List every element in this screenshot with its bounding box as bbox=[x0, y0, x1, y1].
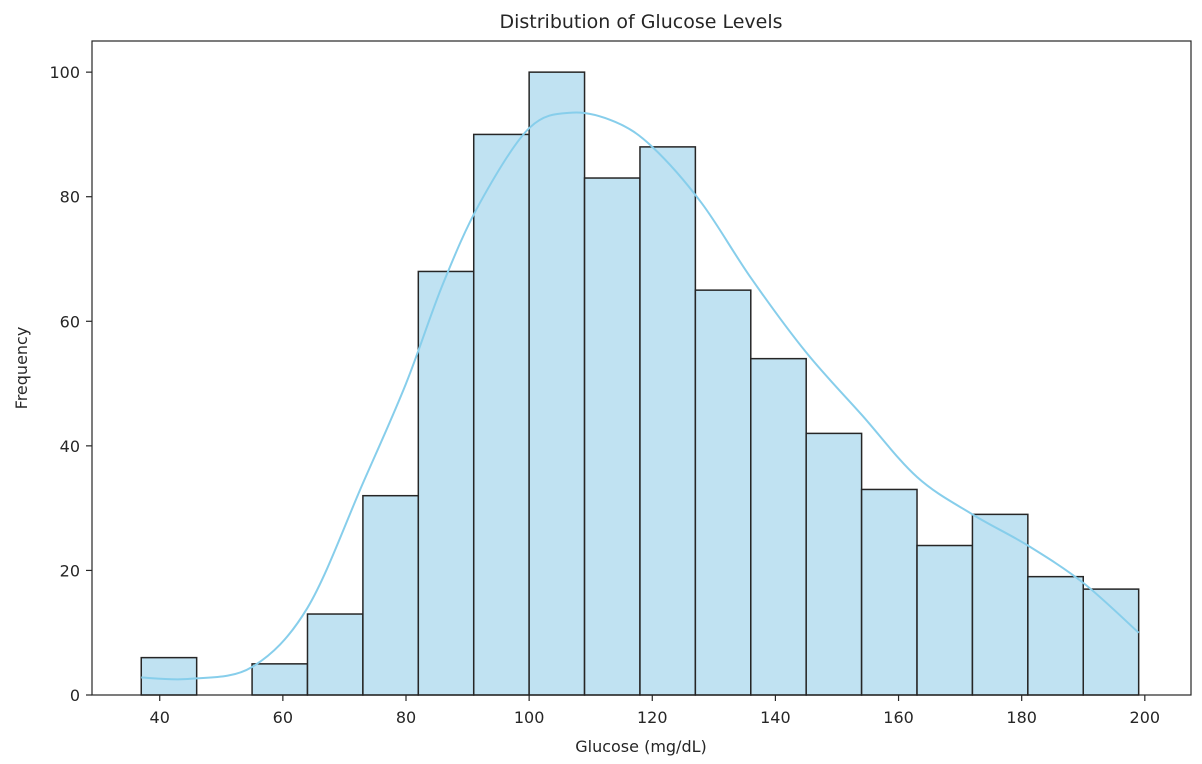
x-tick-label: 120 bbox=[637, 708, 668, 727]
histogram-bar bbox=[583, 177, 641, 696]
y-tick-label: 60 bbox=[60, 312, 80, 331]
x-tick-label: 80 bbox=[396, 708, 416, 727]
x-axis-ticks: 40 60 80 100 120 140 160 180 200 bbox=[150, 695, 1161, 727]
x-tick-label: 140 bbox=[760, 708, 791, 727]
x-axis-label: Glucose (mg/dL) bbox=[575, 737, 707, 756]
x-tick-label: 60 bbox=[273, 708, 293, 727]
histogram-bar bbox=[140, 656, 198, 696]
histogram-bar bbox=[251, 663, 309, 696]
x-tick-label: 200 bbox=[1130, 708, 1161, 727]
histogram-bar bbox=[306, 613, 364, 696]
histogram-bar bbox=[750, 357, 807, 696]
histogram-bar bbox=[417, 270, 475, 696]
histogram-bar bbox=[860, 488, 918, 696]
y-tick-label: 20 bbox=[60, 561, 80, 580]
y-axis-label: Frequency bbox=[12, 327, 31, 410]
histogram-bar bbox=[916, 544, 974, 696]
histogram-bar bbox=[694, 289, 752, 696]
y-tick-label: 100 bbox=[49, 63, 80, 82]
x-tick-label: 180 bbox=[1006, 708, 1037, 727]
kde-curve bbox=[141, 111, 1140, 681]
y-tick-label: 80 bbox=[60, 188, 80, 207]
histogram-bar bbox=[1082, 588, 1140, 696]
histogram-bar bbox=[528, 71, 586, 696]
plot-frame bbox=[91, 40, 1192, 696]
histogram-bar bbox=[1027, 575, 1085, 696]
histogram-bar bbox=[805, 432, 863, 696]
x-tick-label: 100 bbox=[514, 708, 545, 727]
bars-group bbox=[140, 71, 1140, 696]
histogram-bar bbox=[971, 513, 1029, 696]
x-tick-label: 40 bbox=[150, 708, 170, 727]
histogram-bar bbox=[639, 146, 697, 696]
y-axis-ticks: 0 20 40 60 80 100 bbox=[49, 63, 92, 705]
y-tick-label: 40 bbox=[60, 437, 80, 456]
histogram-bar bbox=[472, 133, 530, 696]
chart-title: Distribution of Glucose Levels bbox=[499, 11, 782, 33]
x-tick-label: 160 bbox=[883, 708, 914, 727]
y-tick-label: 0 bbox=[70, 686, 80, 705]
histogram-bar bbox=[362, 494, 420, 696]
